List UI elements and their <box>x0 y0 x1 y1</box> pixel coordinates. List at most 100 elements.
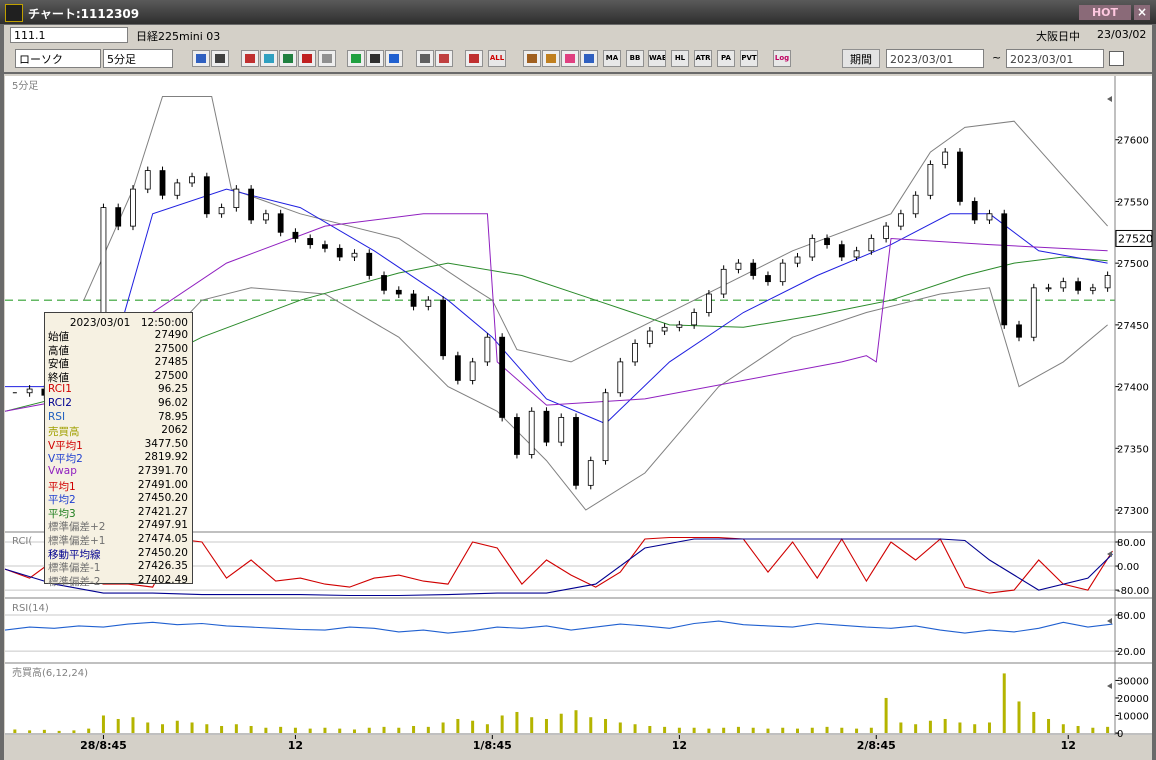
volume-bar <box>397 727 401 733</box>
toolbar-icon[interactable] <box>241 50 259 67</box>
icon-glyph <box>264 54 274 63</box>
toolbar-icon[interactable] <box>260 50 278 67</box>
toolbar-icon[interactable] <box>211 50 229 67</box>
info-datetime: 2023/03/01 12:50:00 <box>69 317 188 329</box>
candle <box>824 238 830 246</box>
volume-bar <box>884 697 888 733</box>
volume-bar <box>973 724 977 733</box>
app-icon <box>5 4 23 22</box>
y-tick-label: 27350 <box>1117 444 1149 455</box>
volume-bar <box>796 728 800 733</box>
toolbar-text-button[interactable]: ALL <box>488 50 506 67</box>
info-row: 標準偏差-2 27402.49 <box>48 574 188 588</box>
volume-bar <box>855 728 859 733</box>
icon-glyph <box>302 54 312 63</box>
toolbar-text-button[interactable]: Log <box>773 50 791 67</box>
volume-bar <box>722 727 726 733</box>
volume-bar <box>13 729 17 733</box>
info-value: 27426.35 <box>137 560 188 573</box>
volume-bar <box>1017 701 1021 733</box>
toolbar-icon[interactable] <box>192 50 210 67</box>
volume-bar <box>28 730 32 733</box>
candle <box>838 244 845 258</box>
toolbar-icon[interactable] <box>279 50 297 67</box>
candle <box>454 355 461 381</box>
info-row: 高値 27500 <box>48 342 188 357</box>
info-row: RCI2 96.02 <box>48 397 188 410</box>
info-value: 27490 <box>154 329 188 341</box>
toolbar-icon[interactable] <box>318 50 336 67</box>
toolbar-icon[interactable] <box>580 50 598 67</box>
checkbox[interactable] <box>1109 51 1124 66</box>
icon-glyph <box>439 54 449 63</box>
volume-bar <box>161 724 165 733</box>
info-label: 標準偏差+1 <box>48 535 106 547</box>
candle <box>26 388 33 394</box>
info-label: V平均2 <box>48 453 83 466</box>
toolbar-text-button[interactable]: ATR <box>694 50 712 67</box>
candle <box>499 336 506 418</box>
volume-bar <box>87 728 91 733</box>
toolbar-text-button[interactable]: PA <box>717 50 735 67</box>
market: 大阪日中 <box>1036 30 1080 43</box>
candle <box>410 293 417 307</box>
toolbar-icon[interactable] <box>298 50 316 67</box>
volume-bar <box>618 722 622 733</box>
volume-bar <box>1076 725 1080 733</box>
candle <box>218 207 225 215</box>
panel-label: RSI(14) <box>12 603 49 614</box>
toolbar-text-button[interactable]: BB <box>626 50 644 67</box>
close-button[interactable]: × <box>1134 5 1150 20</box>
toolbar-icon[interactable] <box>366 50 384 67</box>
candle <box>853 250 860 258</box>
icon-glyph <box>370 54 380 63</box>
info-value: 27500 <box>154 342 188 355</box>
candle <box>189 176 195 184</box>
volume-bar <box>131 717 135 733</box>
toolbar-text-button[interactable]: HL <box>671 50 689 67</box>
to-date[interactable]: 2023/03/01 <box>1006 49 1104 68</box>
interval-select[interactable]: 5分足 <box>103 49 173 68</box>
chart-area: 27300 27350 27400 27450 27500 27550 27600 27520… <box>4 74 1153 760</box>
volume-bar <box>72 730 76 733</box>
candle <box>203 176 210 215</box>
toolbar-icon[interactable] <box>416 50 434 67</box>
volume-bar <box>352 729 356 733</box>
period-button[interactable]: 期間 <box>842 49 880 68</box>
toolbar-text-button[interactable]: MA <box>603 50 621 67</box>
info-value: 27450.20 <box>137 492 188 505</box>
icon-glyph <box>469 54 479 63</box>
toolbar-icon[interactable] <box>347 50 365 67</box>
y-tick-label: 27500 <box>1117 259 1149 270</box>
chart-type-select[interactable]: ローソク <box>15 49 101 68</box>
volume-bar <box>692 727 696 733</box>
candle <box>720 268 727 295</box>
y-tick-label: 27300 <box>1117 506 1149 517</box>
toolbar-icon[interactable] <box>465 50 483 67</box>
volume-bar <box>234 724 238 733</box>
toolbar-icon[interactable] <box>561 50 579 67</box>
scroll-arrow <box>1107 96 1112 102</box>
toolbar-icon[interactable] <box>523 50 541 67</box>
symbol-input[interactable]: 111.1 <box>10 27 128 43</box>
symbol-bar: 111.1 日経225mini 03 大阪日中 23/03/02 <box>4 25 1152 45</box>
candle <box>883 225 890 239</box>
icon-glyph <box>245 54 255 63</box>
icon-glyph <box>322 54 332 63</box>
toolbar-text-button[interactable]: WAE <box>648 50 666 67</box>
info-row: 始値 27490 <box>48 329 188 343</box>
candle <box>735 262 742 270</box>
candle <box>174 182 181 196</box>
info-row: 移動平均線 27450.20 <box>48 547 188 561</box>
volume-bar <box>471 720 475 733</box>
info-label: 平均3 <box>48 507 76 520</box>
candle <box>144 170 151 190</box>
toolbar-icon[interactable] <box>385 50 403 67</box>
volume-bar <box>544 718 548 733</box>
toolbar-icon[interactable] <box>435 50 453 67</box>
line-series <box>4 256 1108 412</box>
toolbar-icon[interactable] <box>542 50 560 67</box>
toolbar-text-button[interactable]: PVT <box>740 50 758 67</box>
from-date[interactable]: 2023/03/01 <box>886 49 984 68</box>
hot-button[interactable]: HOT <box>1079 5 1131 20</box>
